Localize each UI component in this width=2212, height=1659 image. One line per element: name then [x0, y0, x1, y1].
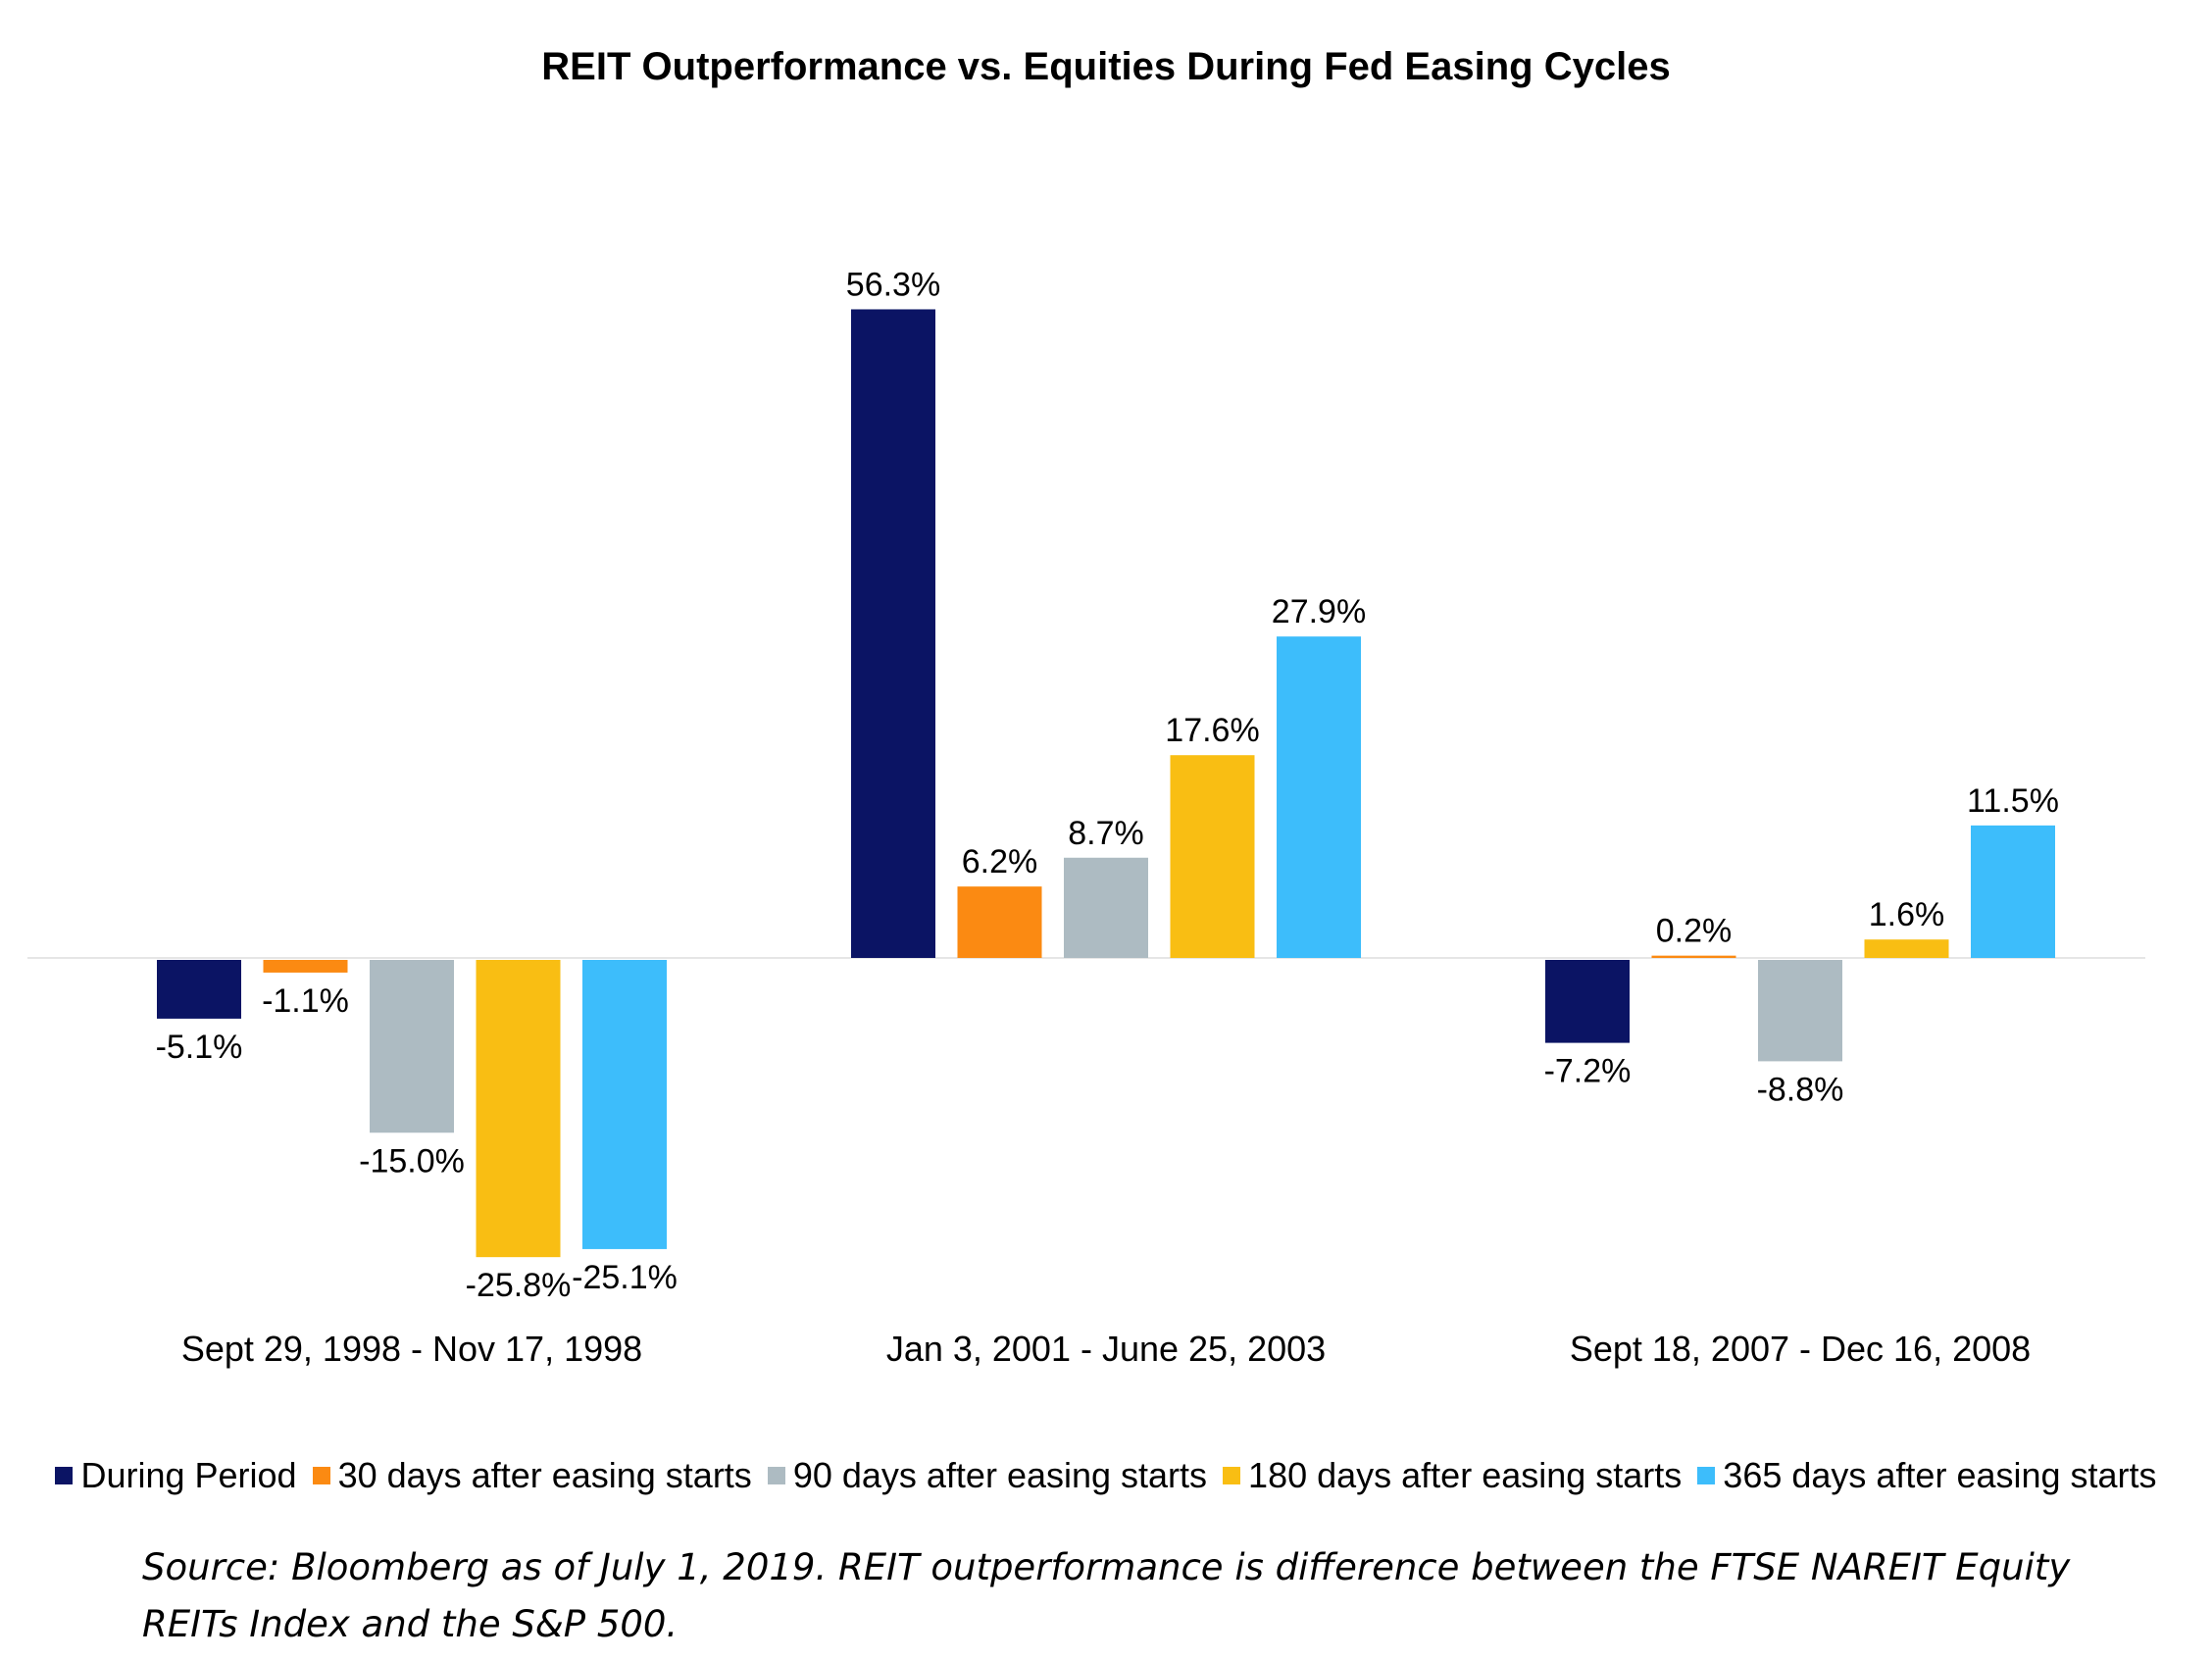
legend-item-90-days-after-easing-starts: 90 days after easing starts	[767, 1455, 1208, 1496]
data-label-during-period-3: -7.2%	[1544, 1053, 1632, 1090]
bar-30-days-after-easing-starts-2	[957, 886, 1042, 958]
bar-during-period-2	[851, 309, 935, 959]
bar-90-days-after-easing-starts-1	[370, 960, 454, 1133]
category-labels-group: Sept 29, 1998 - Nov 17, 1998 Jan 3, 2001 …	[181, 1329, 2031, 1369]
legend-swatch	[312, 1467, 330, 1484]
legend-swatch	[55, 1467, 74, 1484]
bar-during-period-3	[1545, 960, 1630, 1043]
bar-365-days-after-easing-starts-3	[1971, 825, 2055, 958]
data-label-180-days-after-easing-starts-3: 1.6%	[1869, 896, 1945, 933]
legend-item-180-days-after-easing-starts: 180 days after easing starts	[1223, 1455, 1682, 1496]
legend-label: 30 days after easing starts	[337, 1455, 752, 1495]
legend-swatch	[1223, 1467, 1241, 1484]
legend-swatch	[767, 1467, 785, 1484]
bar-30-days-after-easing-starts-1	[263, 960, 348, 973]
data-label-90-days-after-easing-starts-3: -8.8%	[1757, 1071, 1844, 1108]
bar-30-days-after-easing-starts-3	[1651, 955, 1736, 958]
category-label-1: Sept 29, 1998 - Nov 17, 1998	[181, 1329, 642, 1369]
data-label-90-days-after-easing-starts-2: 8.7%	[1068, 815, 1144, 852]
chart-title: REIT Outperformance vs. Equities During …	[541, 45, 1671, 88]
category-label-2: Jan 3, 2001 - June 25, 2003	[886, 1329, 1326, 1369]
data-label-30-days-after-easing-starts-1: -1.1%	[262, 982, 349, 1020]
data-label-365-days-after-easing-starts-2: 27.9%	[1272, 593, 1366, 630]
legend-swatch	[1697, 1467, 1716, 1484]
bar-365-days-after-easing-starts-1	[582, 960, 667, 1249]
bar-180-days-after-easing-starts-1	[476, 960, 561, 1258]
legend-label: During Period	[80, 1455, 297, 1495]
bar-during-period-1	[157, 960, 241, 1019]
bar-chart: -5.1% -1.1% -15.0% -25.8% -25.1% 56.3% 6.2% 8.7…	[27, 266, 2145, 1369]
data-labels-group: -5.1% -1.1% -15.0% -25.8% -25.1% 56.3% 6.2% 8.7…	[156, 266, 2059, 1304]
data-label-during-period-1: -5.1%	[156, 1029, 243, 1066]
data-label-30-days-after-easing-starts-3: 0.2%	[1656, 913, 1733, 950]
legend-item-365-days-after-easing-starts: 365 days after easing starts	[1697, 1455, 2157, 1496]
bar-90-days-after-easing-starts-2	[1064, 857, 1148, 958]
data-label-90-days-after-easing-starts-1: -15.0%	[359, 1142, 465, 1180]
bar-90-days-after-easing-starts-3	[1758, 960, 1842, 1062]
legend: During Period 30 days after easing starts…	[0, 1454, 2212, 1497]
legend-label: 365 days after easing starts	[1723, 1455, 2157, 1495]
legend-item-during-period: During Period	[55, 1455, 297, 1496]
legend-label: 180 days after easing starts	[1248, 1455, 1683, 1495]
category-label-3: Sept 18, 2007 - Dec 16, 2008	[1570, 1329, 2031, 1369]
data-label-180-days-after-easing-starts-2: 17.6%	[1165, 712, 1259, 749]
data-label-30-days-after-easing-starts-2: 6.2%	[962, 843, 1038, 880]
bar-365-days-after-easing-starts-2	[1277, 636, 1361, 958]
legend-item-30-days-after-easing-starts: 30 days after easing starts	[312, 1455, 752, 1496]
bar-180-days-after-easing-starts-3	[1864, 939, 1949, 958]
data-label-180-days-after-easing-starts-1: -25.8%	[466, 1267, 572, 1304]
legend-label: 90 days after easing starts	[792, 1455, 1208, 1495]
source-note: Source: Bloomberg as of July 1, 2019. RE…	[142, 1546, 2071, 1645]
data-label-during-period-2: 56.3%	[846, 266, 940, 303]
data-label-365-days-after-easing-starts-3: 11.5%	[1967, 782, 2059, 820]
bars-group	[157, 309, 2055, 1258]
data-label-365-days-after-easing-starts-1: -25.1%	[572, 1259, 678, 1296]
bar-180-days-after-easing-starts-2	[1170, 755, 1255, 958]
